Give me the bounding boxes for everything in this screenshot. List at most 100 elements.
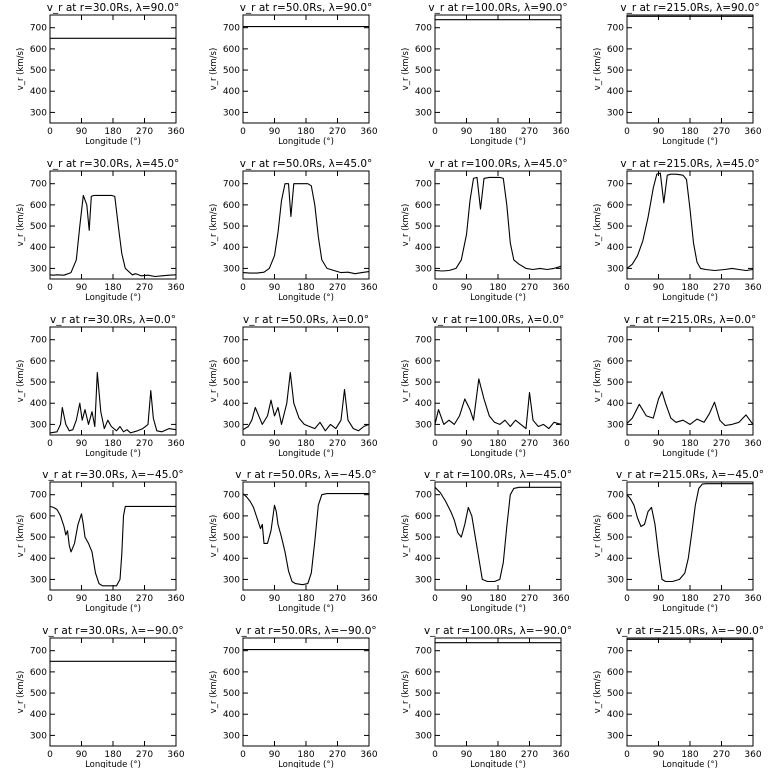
plot-frame xyxy=(434,481,562,591)
series-line-1 xyxy=(626,483,753,583)
y-tick-label: 400 xyxy=(415,710,432,720)
x-tick-label: 180 xyxy=(681,127,698,137)
x-axis-label: Longitude (°) xyxy=(85,760,141,768)
x-tick-label: 360 xyxy=(744,594,761,604)
y-tick-label: 300 xyxy=(30,731,47,741)
x-tick-label: 270 xyxy=(521,127,538,137)
x-tick-label: 180 xyxy=(681,750,698,760)
plot-frame xyxy=(242,326,370,436)
chart-panel-8: v_r at r=215.0Rs, λ=45.0° 0 90 180 270 360 300… xyxy=(593,158,762,303)
chart-title: v_r at r=50.0Rs, λ=−90.0° xyxy=(235,625,376,637)
x-tick-label: 360 xyxy=(167,594,184,604)
y-tick-label: 700 xyxy=(223,24,240,34)
plot-frame xyxy=(434,170,562,280)
y-tick-label: 600 xyxy=(415,512,432,522)
x-axis-label: Longitude (°) xyxy=(85,449,141,459)
y-tick-label: 600 xyxy=(223,512,240,522)
x-tick-label: 180 xyxy=(104,439,121,449)
y-tick-label: 400 xyxy=(30,554,47,564)
chart-panel-4: v_r at r=215.0Rs, λ=90.0° 0 90 180 270 360 300… xyxy=(593,2,762,147)
y-tick-label: 300 xyxy=(607,108,624,118)
chart-title: v_r at r=100.0Rs, λ=45.0° xyxy=(428,158,567,170)
plot-frame xyxy=(242,170,370,280)
x-axis-label: Longitude (°) xyxy=(470,604,526,614)
x-tick-label: 360 xyxy=(744,127,761,137)
x-tick-label: 0 xyxy=(47,594,53,604)
x-tick-label: 360 xyxy=(552,750,569,760)
x-tick-label: 90 xyxy=(653,127,665,137)
x-tick-label: 180 xyxy=(681,594,698,604)
y-axis-label: v_r (km/s) xyxy=(593,671,603,714)
x-tick-label: 90 xyxy=(269,127,281,137)
chart-title: v_r at r=50.0Rs, λ=90.0° xyxy=(240,2,373,14)
x-tick-label: 0 xyxy=(432,127,438,137)
chart-panel-19: v_r at r=100.0Rs, λ=−90.0° 0 90 180 270 360 30… xyxy=(401,625,572,768)
y-tick-label: 400 xyxy=(415,243,432,253)
y-tick-label: 500 xyxy=(607,66,624,76)
x-tick-label: 90 xyxy=(76,594,88,604)
chart-panel-20: v_r at r=215.0Rs, λ=−90.0° 0 90 180 270 360 30… xyxy=(593,625,764,768)
x-tick-label: 360 xyxy=(552,127,569,137)
y-axis-label: v_r (km/s) xyxy=(593,360,603,403)
y-tick-label: 300 xyxy=(30,420,47,430)
y-axis-label: v_r (km/s) xyxy=(593,204,603,247)
chart-panel-15: v_r at r=100.0Rs, λ=−45.0° 0 90 180 270 360 30… xyxy=(401,469,572,614)
y-axis-label: v_r (km/s) xyxy=(209,48,219,91)
series-line-1 xyxy=(626,172,754,272)
y-tick-label: 700 xyxy=(223,336,240,346)
y-tick-label: 400 xyxy=(223,243,240,253)
x-tick-label: 90 xyxy=(269,594,281,604)
chart-title: v_r at r=100.0Rs, λ=−90.0° xyxy=(424,625,572,637)
y-tick-label: 400 xyxy=(223,399,240,409)
x-tick-label: 270 xyxy=(329,127,346,137)
x-axis-label: Longitude (°) xyxy=(85,604,141,614)
y-tick-label: 600 xyxy=(415,45,432,55)
x-tick-label: 270 xyxy=(136,127,153,137)
x-tick-label: 90 xyxy=(461,439,473,449)
y-tick-label: 500 xyxy=(607,222,624,232)
y-tick-label: 700 xyxy=(415,336,432,346)
y-tick-label: 600 xyxy=(415,201,432,211)
x-tick-label: 0 xyxy=(47,750,53,760)
y-tick-label: 300 xyxy=(223,731,240,741)
chart-title: v_r at r=100.0Rs, λ=−45.0° xyxy=(424,469,572,481)
y-tick-label: 300 xyxy=(607,731,624,741)
x-tick-label: 180 xyxy=(489,594,506,604)
series-line-1 xyxy=(434,486,561,583)
chart-panel-13: v_r at r=30.0Rs, λ=−45.0° 0 90 180 270 360 300… xyxy=(16,469,185,614)
x-tick-label: 360 xyxy=(552,594,569,604)
x-tick-label: 180 xyxy=(489,750,506,760)
plot-frame xyxy=(49,481,177,591)
chart-title: v_r at r=50.0Rs, λ=0.0° xyxy=(243,314,369,326)
chart-title: v_r at r=50.0Rs, λ=−45.0° xyxy=(235,469,376,481)
y-tick-label: 300 xyxy=(415,731,432,741)
chart-panel-14: v_r at r=50.0Rs, λ=−45.0° 0 90 180 270 360 300… xyxy=(209,469,378,614)
y-tick-label: 400 xyxy=(607,554,624,564)
x-axis-label: Longitude (°) xyxy=(662,293,718,303)
y-tick-label: 300 xyxy=(607,575,624,585)
x-tick-label: 90 xyxy=(653,750,665,760)
x-tick-label: 360 xyxy=(360,750,377,760)
x-tick-label: 270 xyxy=(713,127,730,137)
plot-frame xyxy=(626,637,754,747)
series-line-1 xyxy=(626,391,754,427)
x-tick-label: 90 xyxy=(269,750,281,760)
y-tick-label: 600 xyxy=(30,201,47,211)
y-tick-label: 400 xyxy=(415,399,432,409)
x-tick-label: 270 xyxy=(521,594,538,604)
x-tick-label: 0 xyxy=(47,127,53,137)
x-axis-label: Longitude (°) xyxy=(278,137,334,147)
chart-title: v_r at r=50.0Rs, λ=45.0° xyxy=(240,158,373,170)
y-tick-label: 600 xyxy=(415,668,432,678)
x-axis-label: Longitude (°) xyxy=(85,293,141,303)
x-tick-label: 270 xyxy=(521,750,538,760)
chart-title: v_r at r=215.0Rs, λ=0.0° xyxy=(624,314,757,326)
x-tick-label: 270 xyxy=(136,594,153,604)
x-tick-label: 0 xyxy=(432,594,438,604)
chart-panel-1: v_r at r=30.0Rs, λ=90.0° 0 90 180 270 360 300 4… xyxy=(16,2,185,147)
y-tick-label: 400 xyxy=(30,710,47,720)
y-tick-label: 600 xyxy=(223,201,240,211)
chart-panel-2: v_r at r=50.0Rs, λ=90.0° 0 90 180 270 360 300 4… xyxy=(209,2,378,147)
x-axis-label: Longitude (°) xyxy=(662,449,718,459)
x-axis-label: Longitude (°) xyxy=(662,137,718,147)
